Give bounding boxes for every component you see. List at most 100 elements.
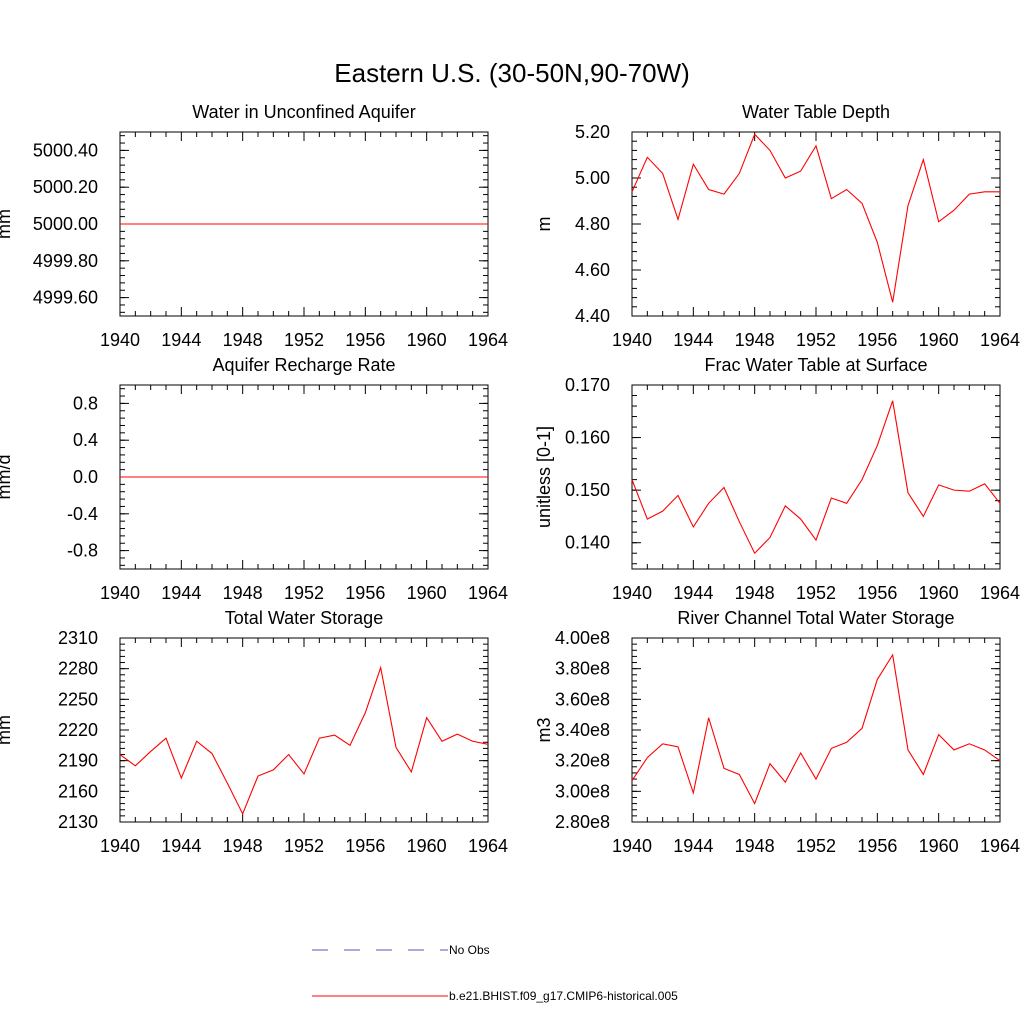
data-point [631,191,633,193]
x-tick-label: 1940 [100,583,140,603]
data-point [471,223,473,225]
data-point [349,476,351,478]
data-point [723,193,725,195]
data-point [677,218,679,220]
x-tick-label: 1960 [919,330,959,350]
data-point [241,813,243,815]
data-point [707,717,709,719]
y-tick-label: 5000.40 [33,140,98,160]
data-point [410,223,412,225]
data-point [692,163,694,165]
panel-title: Total Water Storage [225,608,383,628]
data-point [845,502,847,504]
data-point [861,478,863,480]
x-tick-label: 1964 [468,330,508,350]
data-point [830,497,832,499]
data-point [149,476,151,478]
data-point [226,223,228,225]
x-tick-label: 1940 [612,330,652,350]
y-tick-label: 4.40 [575,306,610,326]
data-point [907,749,909,751]
data-point [738,172,740,174]
data-point [646,518,648,520]
series-line-1 [631,400,1001,555]
y-tick-label: 3.00e8 [555,781,610,801]
data-point [272,223,274,225]
y-tick-label: 4.00e8 [555,628,610,648]
data-point [272,769,274,771]
data-point [661,172,663,174]
data-point [753,802,755,804]
x-tick-label: 1960 [407,836,447,856]
data-point [661,743,663,745]
panel-2: Water Table Depth 1940 1944 1948 1952 1956 196… [534,102,1020,350]
x-tick-label: 1956 [345,836,385,856]
data-point [456,733,458,735]
y-tick-label: 0.0 [73,467,98,487]
data-point [738,520,740,522]
data-point [441,476,443,478]
panel-title: Water in Unconfined Aquifer [192,102,415,122]
data-point [165,223,167,225]
x-tick-label: 1952 [284,583,324,603]
data-point [692,792,694,794]
data-point [349,744,351,746]
data-point [799,518,801,520]
data-point [379,223,381,225]
data-point [907,492,909,494]
x-tick-label: 1956 [857,330,897,350]
y-tick-label: 2220 [58,720,98,740]
data-point [318,476,320,478]
x-tick-label: 1956 [857,836,897,856]
data-point [968,193,970,195]
x-tick-label: 1944 [673,583,713,603]
data-point [195,476,197,478]
data-point [953,749,955,751]
plot-frame [631,384,1001,570]
legend-label-2: b.e21.BHIST.f09_g17.CMIP6-historical.005 [449,989,678,1003]
data-point [257,223,259,225]
data-point [784,177,786,179]
panel-grid: Water in Unconfined Aquifer 1940 1944 1948 1… [0,102,1020,856]
y-tick-label: 5000.20 [33,177,98,197]
x-tick-label: 1960 [407,583,447,603]
y-tick-label: -0.4 [67,504,98,524]
data-point [287,223,289,225]
y-tick-label: 0.160 [565,428,610,448]
data-point [646,756,648,758]
data-point [784,505,786,507]
data-point [441,740,443,742]
y-tick-label: 2250 [58,689,98,709]
data-point [119,223,121,225]
data-point [303,223,305,225]
data-point [425,717,427,719]
data-point [738,773,740,775]
legend: No Obs b.e21.BHIST.f09_g17.CMIP6-historic… [312,943,678,1003]
data-point [226,476,228,478]
data-point [456,223,458,225]
x-tick-label: 1960 [919,836,959,856]
data-point [815,539,817,541]
data-point [379,476,381,478]
panel-title: River Channel Total Water Storage [677,608,954,628]
data-point [876,678,878,680]
data-point [241,223,243,225]
y-tick-label: 2160 [58,781,98,801]
data-point [395,223,397,225]
data-point [165,737,167,739]
data-point [937,733,939,735]
data-point [968,490,970,492]
x-tick-label: 1964 [468,836,508,856]
panel-4: Frac Water Table at Surface 1940 1944 1948 1… [534,355,1020,603]
data-point [876,444,878,446]
data-point [257,476,259,478]
y-tick-label: 4.80 [575,214,610,234]
y-tick-label: 3.60e8 [555,689,610,709]
data-point [195,740,197,742]
data-point [661,510,663,512]
data-point [799,752,801,754]
data-point [799,170,801,172]
y-axis-label: mm [0,209,14,239]
data-point [287,753,289,755]
data-point [333,223,335,225]
